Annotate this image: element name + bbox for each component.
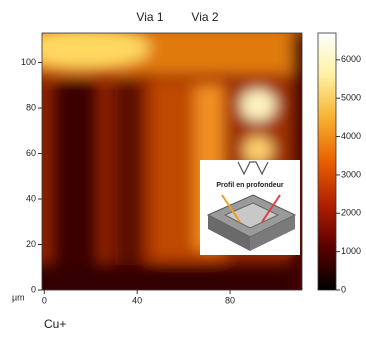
colorbar-tick-label: 2000 xyxy=(341,208,361,218)
colorbar-tick-label: 5000 xyxy=(341,93,361,103)
colorbar-tick-label: 1000 xyxy=(341,246,361,256)
y-tick-label: 100 xyxy=(21,57,36,67)
colorbar xyxy=(317,32,337,291)
inset: Profil en profondeur xyxy=(200,160,300,255)
y-tick-label: 40 xyxy=(26,193,36,203)
y-tick-label: 60 xyxy=(26,148,36,158)
x-tick-label: 80 xyxy=(225,295,235,305)
y-tick-label: 20 xyxy=(26,239,36,249)
caption: Cu+ xyxy=(44,317,66,331)
colorbar-tick-label: 3000 xyxy=(341,169,361,179)
annotation: Via 2 xyxy=(191,10,218,24)
plot-frame xyxy=(41,32,303,291)
inset-label: Profil en profondeur xyxy=(216,182,284,189)
x-unit-label: µm xyxy=(12,292,25,302)
colorbar-tick-label: 0 xyxy=(341,284,346,294)
annotation: Via 1 xyxy=(136,10,163,24)
heatmap-image xyxy=(42,33,302,290)
colorbar-tick-label: 6000 xyxy=(341,54,361,64)
y-tick-label: 0 xyxy=(31,284,36,294)
x-tick-label: 0 xyxy=(42,295,47,305)
y-tick-label: 80 xyxy=(26,102,36,112)
x-tick-label: 40 xyxy=(132,295,142,305)
inset-profile xyxy=(237,161,269,176)
colorbar-tick-label: 4000 xyxy=(341,131,361,141)
